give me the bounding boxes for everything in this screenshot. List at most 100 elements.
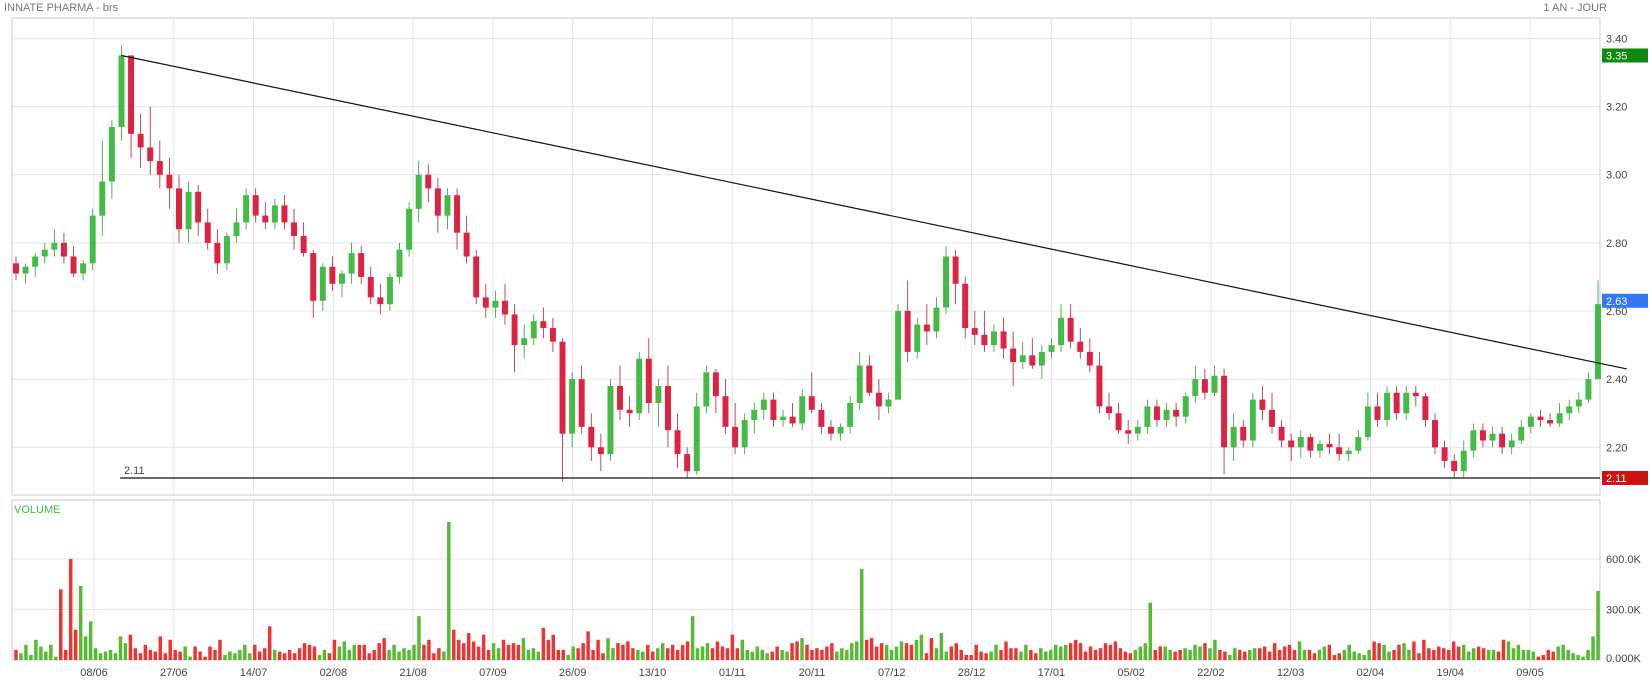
volume-bar	[1009, 648, 1013, 660]
candle-down	[674, 430, 681, 455]
volume-bar	[1302, 649, 1307, 660]
volume-bar	[1397, 644, 1401, 660]
candle-down	[588, 426, 595, 448]
volume-bar	[422, 644, 426, 660]
volume-bar	[909, 644, 914, 660]
volume-bar	[282, 653, 287, 660]
candle-up	[406, 208, 413, 250]
volume-title: VOLUME	[14, 504, 60, 516]
volume-bar	[859, 569, 864, 660]
candle-up	[837, 426, 844, 434]
volume-bar	[561, 649, 565, 660]
candle-down	[866, 365, 873, 393]
volume-bar	[457, 639, 461, 660]
candle-down	[147, 147, 154, 162]
candle-up	[1316, 443, 1323, 451]
volume-bar	[949, 646, 954, 660]
x-tick-label: 21/08	[399, 667, 427, 679]
volume-bar	[1307, 649, 1312, 660]
volume-bar	[417, 616, 421, 660]
candle-down	[578, 379, 585, 427]
volume-bar	[1476, 646, 1481, 660]
volume-bar	[1352, 651, 1356, 660]
volume-bar	[1243, 651, 1247, 660]
candle-up	[1556, 413, 1563, 424]
volume-bar	[815, 648, 819, 660]
candle-up	[990, 331, 997, 346]
volume-bar	[253, 644, 257, 660]
volume-bar	[1342, 649, 1347, 660]
candle-up	[693, 406, 700, 472]
y-tick-label: 2.40	[1606, 374, 1627, 386]
volume-bar	[1039, 648, 1043, 660]
candle-down	[540, 321, 547, 329]
candle-up	[32, 256, 39, 267]
volume-bar	[1437, 646, 1441, 660]
volume-bar	[357, 644, 362, 660]
volume-bar	[143, 644, 148, 660]
volume-bar	[601, 653, 605, 660]
period-label[interactable]: 1 AN - JOUR	[1543, 2, 1607, 14]
volume-bar	[914, 639, 919, 660]
x-tick-label: 22/02	[1197, 667, 1225, 679]
price-frame	[11, 17, 1601, 661]
volume-bar	[208, 646, 212, 660]
volume-bar	[327, 653, 332, 660]
volume-bar	[1571, 653, 1575, 660]
volume-bar	[785, 651, 789, 660]
candle-down	[1432, 420, 1438, 448]
volume-bar	[1506, 641, 1511, 660]
volume-bar	[1158, 646, 1162, 660]
candle-down	[818, 409, 825, 427]
volume-bar	[516, 644, 521, 660]
volume-bar	[641, 651, 645, 660]
volume-bar	[1312, 653, 1317, 660]
candle-down	[300, 236, 307, 254]
candle-down	[1221, 375, 1228, 448]
volume-bar	[432, 653, 436, 660]
volume-bar	[705, 643, 710, 660]
volume-bar	[163, 653, 167, 660]
volume-bar	[1561, 644, 1565, 660]
volume-series	[14, 521, 1600, 660]
candle-up	[1403, 392, 1410, 414]
volume-bar	[531, 648, 536, 660]
candle-down	[1307, 437, 1314, 451]
volume-bar	[546, 639, 551, 660]
volume-bar	[845, 649, 849, 660]
candle-up	[1144, 406, 1151, 427]
x-tick-label: 12/03	[1277, 667, 1305, 679]
annotation-lines: 2.11	[120, 54, 1627, 479]
volume-bar	[98, 653, 103, 660]
volume-bar	[427, 639, 431, 660]
volume-bar	[541, 628, 546, 660]
candle-up	[1595, 304, 1601, 380]
candle-down	[482, 297, 489, 308]
max-price-badge-bg	[1602, 48, 1648, 63]
volume-bar	[1461, 644, 1466, 660]
candle-down	[904, 311, 911, 352]
volume-bar	[695, 648, 700, 660]
volume-bar	[730, 634, 735, 660]
volume-bar	[302, 643, 307, 660]
candle-down	[166, 174, 173, 189]
volume-bar	[710, 648, 715, 660]
volume-bar	[556, 649, 560, 660]
candle-down	[732, 426, 739, 448]
min-price-badge-bg	[1602, 470, 1648, 485]
volume-bar	[1456, 646, 1461, 660]
candle-up	[607, 385, 614, 455]
volume-bar	[636, 649, 640, 660]
volume-bar	[1068, 643, 1073, 660]
volume-bar	[725, 648, 730, 660]
volume-bar	[1447, 649, 1451, 660]
volume-bar	[740, 639, 745, 660]
candle-down	[1499, 433, 1506, 448]
candle-down	[1029, 355, 1036, 366]
volume-bar	[904, 643, 909, 660]
volume-bar	[1178, 649, 1182, 660]
volume-bar	[133, 648, 138, 660]
candle-up	[1364, 406, 1371, 438]
volume-bar	[466, 633, 471, 660]
candle-up	[223, 236, 230, 264]
